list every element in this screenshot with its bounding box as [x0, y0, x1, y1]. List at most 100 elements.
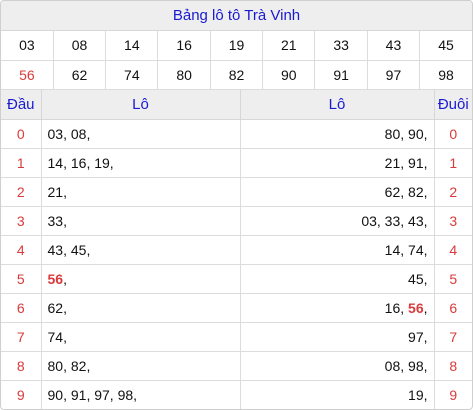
loto-number: 21 — [47, 184, 64, 200]
dau-cell: 6 — [1, 293, 42, 323]
loto-number: 82 — [408, 184, 424, 200]
loto-number: 16 — [70, 155, 87, 171]
lo-left-cell: 21, — [41, 177, 241, 207]
loto-number: 16 — [384, 300, 401, 316]
lo-right-cell: 80, 90, — [240, 119, 435, 149]
lo-right-cell: 97, — [240, 322, 435, 352]
number-cell: 91 — [314, 60, 368, 90]
lo-left-cell: 56, — [41, 264, 241, 294]
loto-number: 91 — [408, 155, 424, 171]
loto-number: 03 — [361, 213, 377, 229]
loto-number: 98 — [117, 387, 134, 404]
duoi-cell: 2 — [434, 177, 472, 207]
numbers-row: 03 08 14 16 19 21 33 43 45 — [1, 31, 472, 61]
duoi-cell: 0 — [434, 119, 472, 149]
loto-number: 08 — [70, 126, 87, 142]
dau-cell: 5 — [1, 264, 42, 294]
duoi-cell: 3 — [434, 206, 472, 236]
dau-cell: 8 — [1, 351, 42, 381]
duoi-cell: 4 — [434, 235, 472, 265]
loto-row: 9 90, 91, 97, 98, 19, 9 — [1, 380, 472, 409]
dau-cell: 4 — [1, 235, 42, 265]
loto-number: 98 — [408, 358, 424, 374]
loto-number: 03 — [47, 126, 64, 142]
loto-row: 0 03, 08, 80, 90, 0 — [1, 119, 472, 149]
lo-right-cell: 08, 98, — [240, 351, 435, 381]
duoi-cell: 6 — [434, 293, 472, 323]
loto-number: 45 — [70, 242, 87, 258]
dau-cell: 0 — [1, 119, 42, 149]
loto-number: 74 — [47, 329, 64, 345]
loto-number: 45 — [408, 271, 424, 287]
header-lo-right: Lô — [240, 89, 435, 120]
loto-row: 7 74, 97, 7 — [1, 322, 472, 352]
dau-cell: 1 — [1, 148, 42, 178]
duoi-cell: 1 — [434, 148, 472, 178]
loto-row: 1 14, 16, 19, 21, 91, 1 — [1, 148, 472, 178]
lo-left-cell: 03, 08, — [41, 119, 241, 149]
number-cell: 45 — [419, 31, 472, 61]
lo-right-cell: 03, 33, 43, — [240, 206, 435, 236]
loto-number: 56 — [47, 271, 64, 287]
loto-row: 3 33, 03, 33, 43, 3 — [1, 206, 472, 236]
header-duoi: Đuôi — [434, 89, 472, 120]
loto-number: 14 — [47, 155, 64, 171]
header-lo-left: Lô — [41, 89, 241, 120]
numbers-row: 56 62 74 80 82 90 91 97 98 — [1, 60, 472, 90]
number-cell: 56 — [1, 60, 54, 90]
loto-number: 08 — [384, 358, 401, 374]
loto-number: 33 — [384, 213, 401, 229]
loto-number: 90 — [47, 387, 64, 404]
duoi-cell: 7 — [434, 322, 472, 352]
loto-number: 82 — [70, 358, 87, 374]
loto-number: 19 — [94, 155, 110, 171]
loto-number: 62 — [47, 300, 64, 316]
header-dau: Đầu — [1, 89, 42, 120]
loto-number: 14 — [384, 242, 401, 258]
lo-right-cell: 19, — [240, 380, 435, 409]
number-cell: 21 — [262, 31, 316, 61]
lo-left-cell: 14, 16, 19, — [41, 148, 241, 178]
lo-left-cell: 43, 45, — [41, 235, 241, 265]
number-cell: 43 — [367, 31, 421, 61]
loto-number: 19 — [408, 387, 424, 404]
number-cell: 14 — [105, 31, 159, 61]
number-cell: 98 — [419, 60, 472, 90]
loto-number: 62 — [384, 184, 401, 200]
lo-left-cell: 74, — [41, 322, 241, 352]
duoi-cell: 8 — [434, 351, 472, 381]
dau-cell: 9 — [1, 380, 42, 409]
loto-row: 8 80, 82, 08, 98, 8 — [1, 351, 472, 381]
loto-number: 74 — [408, 242, 424, 258]
results-numbers-table: 03 08 14 16 19 21 33 43 45 56 62 74 80 82 90 91 97 98 — [1, 31, 472, 90]
loto-row: 5 56, 45, 5 — [1, 264, 472, 294]
loto-row: 2 21, 62, 82, 2 — [1, 177, 472, 207]
number-cell: 82 — [210, 60, 264, 90]
loto-number: 43 — [47, 242, 64, 258]
loto-number: 90 — [408, 126, 424, 142]
duoi-cell: 5 — [434, 264, 472, 294]
loto-table: Đầu Lô Lô Đuôi 0 03, 08, 80, 90, 0 1 14, 16… — [1, 89, 472, 409]
lo-left-cell: 62, — [41, 293, 241, 323]
loto-number: 97 — [94, 387, 110, 404]
loto-number: 43 — [408, 213, 424, 229]
loto-row: 6 62, 16, 56, 6 — [1, 293, 472, 323]
loto-row: 4 43, 45, 14, 74, 4 — [1, 235, 472, 265]
number-cell: 19 — [210, 31, 264, 61]
loto-number: 97 — [408, 329, 424, 345]
lo-right-cell: 21, 91, — [240, 148, 435, 178]
lo-left-cell: 90, 91, 97, 98, — [41, 380, 241, 409]
lo-right-cell: 62, 82, — [240, 177, 435, 207]
lo-left-cell: 33, — [41, 206, 241, 236]
lo-left-cell: 80, 82, — [41, 351, 241, 381]
number-cell: 80 — [157, 60, 211, 90]
lo-right-cell: 14, 74, — [240, 235, 435, 265]
loto-number: 80 — [47, 358, 64, 374]
loto-header-row: Đầu Lô Lô Đuôi — [1, 89, 472, 120]
duoi-cell: 9 — [449, 387, 458, 404]
number-cell: 74 — [105, 60, 159, 90]
loto-number: 80 — [384, 126, 401, 142]
dau-cell: 2 — [1, 177, 42, 207]
loto-number: 33 — [47, 213, 64, 229]
